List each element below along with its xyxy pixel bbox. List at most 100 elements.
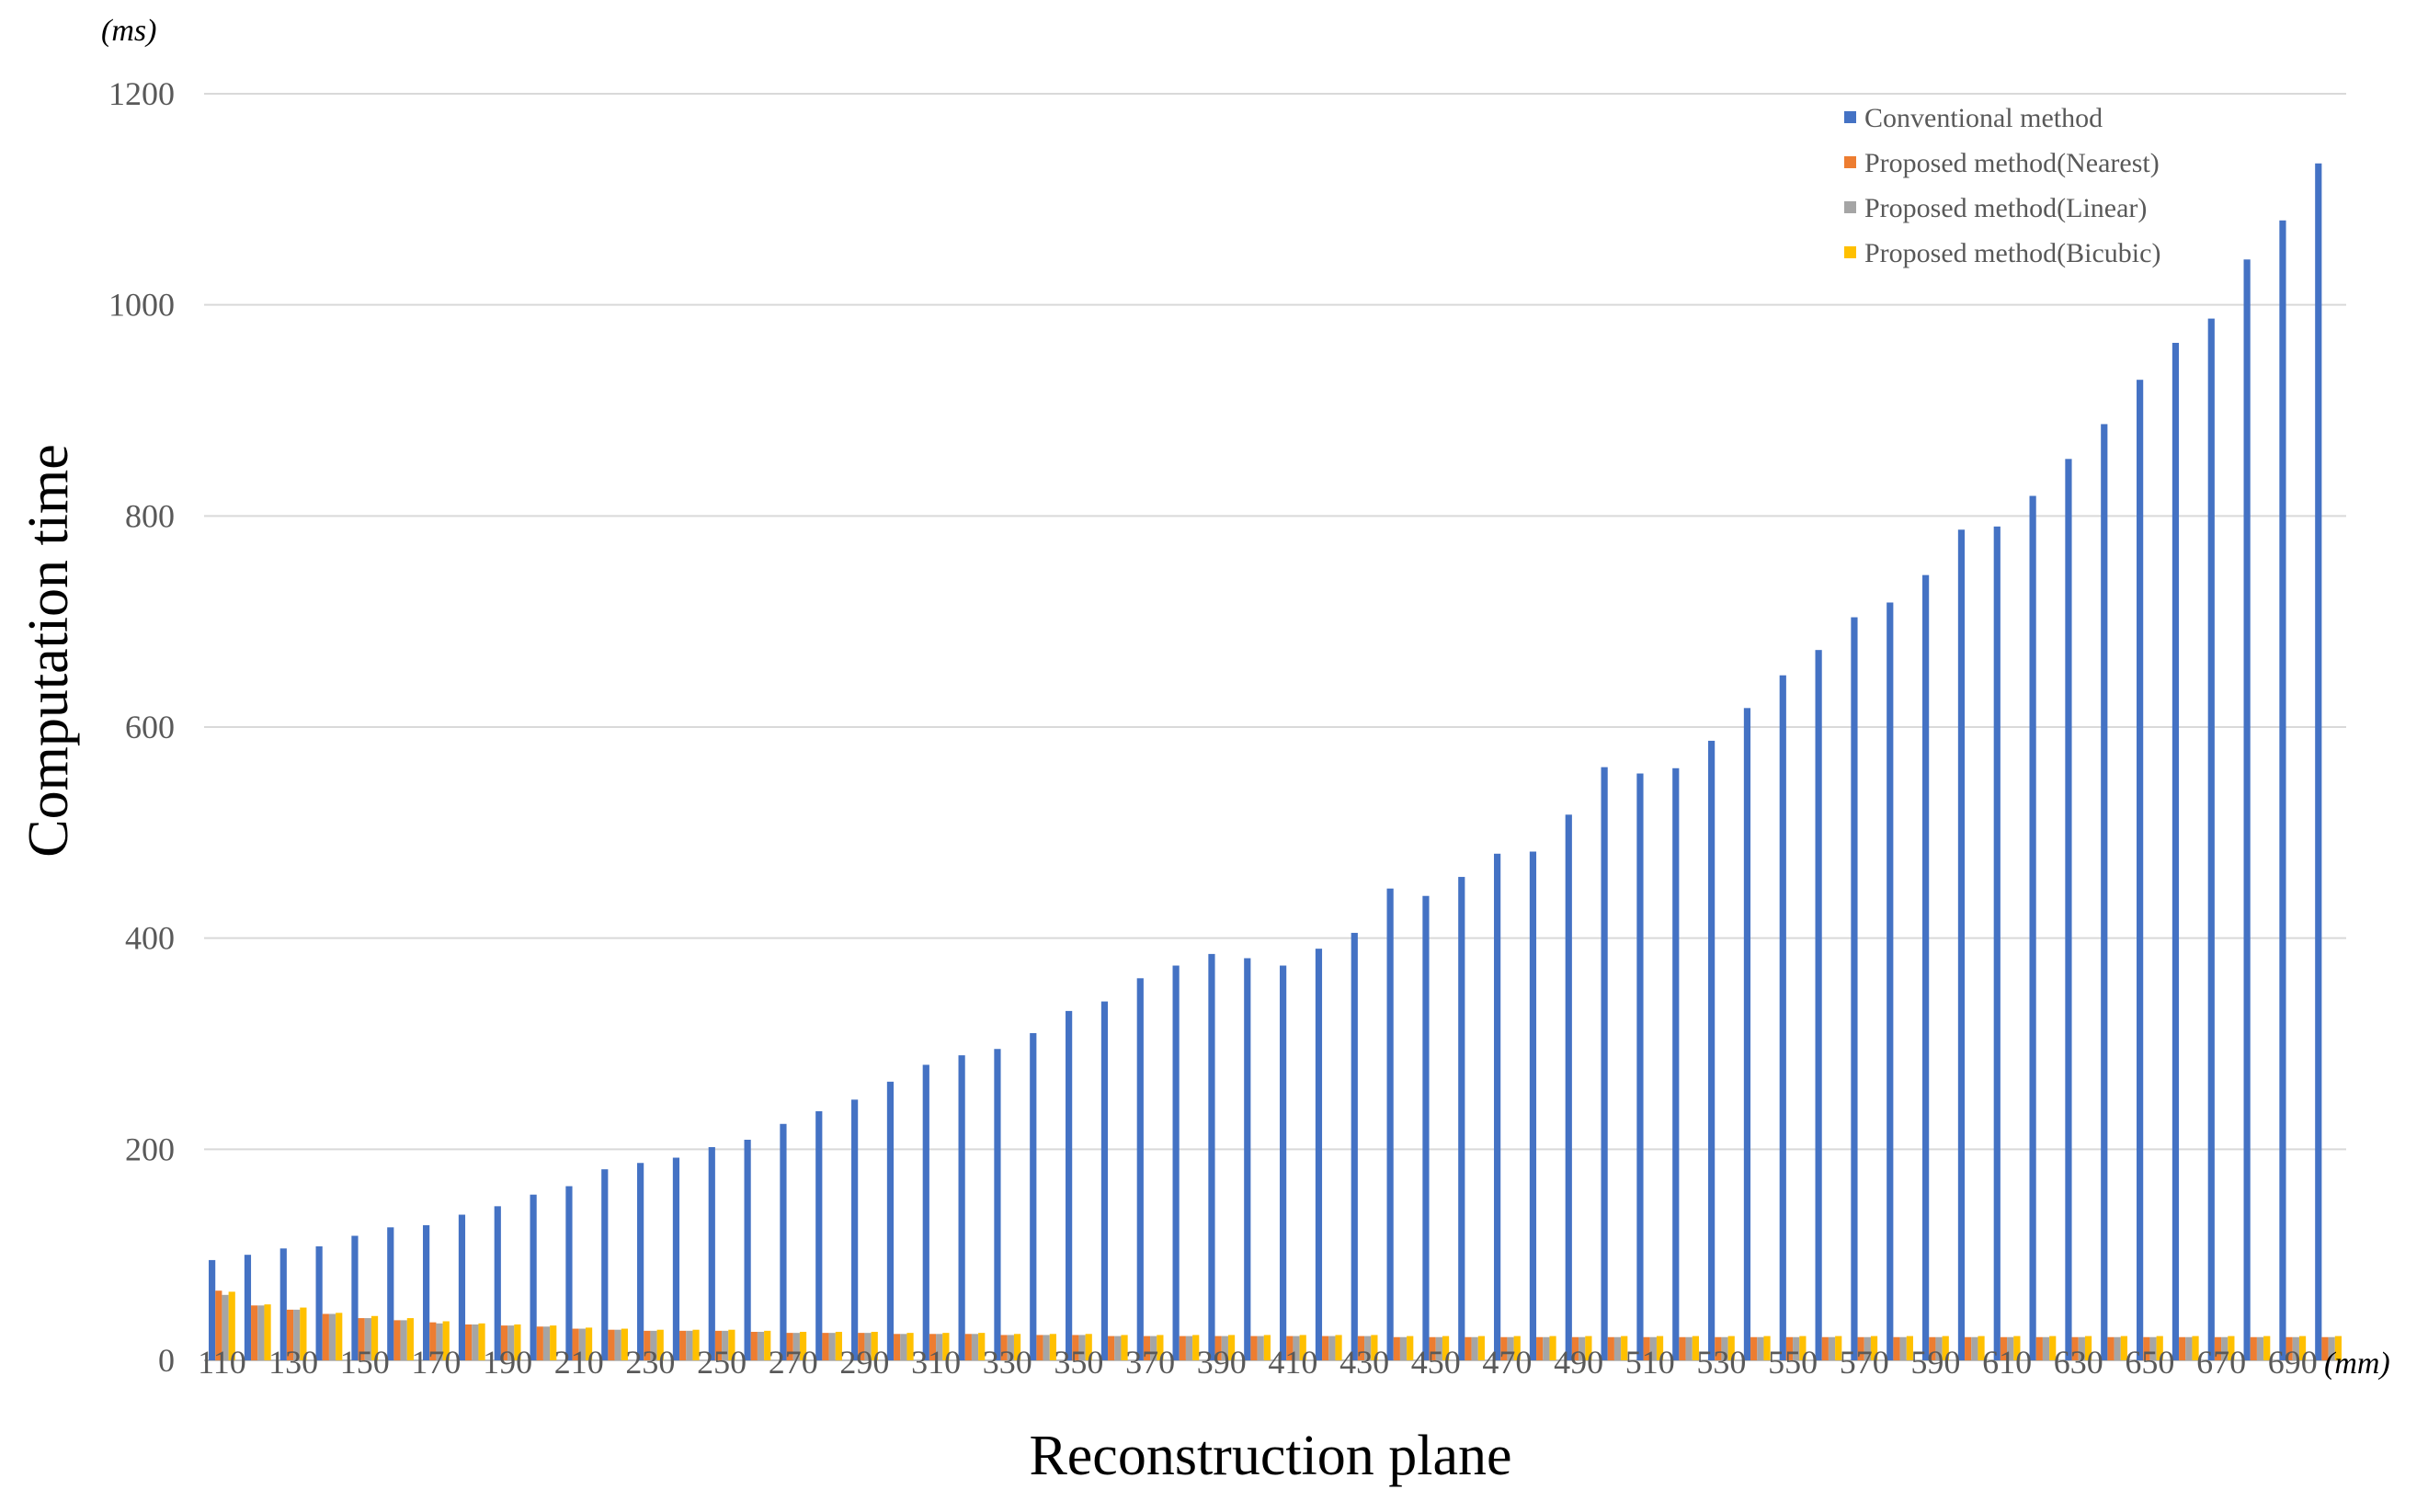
x-tick-label: 550	[1768, 1344, 1818, 1381]
bar-series-2-cat-220	[614, 1329, 621, 1360]
bar-series-3-cat-130	[300, 1307, 307, 1360]
bar-series-1-cat-280	[822, 1333, 829, 1360]
legend-swatch-bicubic	[1844, 246, 1856, 258]
bar-series-3-cat-650	[2156, 1336, 2163, 1360]
x-tick-label: 250	[697, 1344, 747, 1381]
bar-series-3-cat-150	[370, 1315, 379, 1360]
bar-series-0-cat-180	[458, 1214, 466, 1360]
bar-series-3-cat-280	[835, 1331, 842, 1360]
y-tick-label: 600	[125, 709, 175, 745]
bar-series-3-cat-470	[1513, 1336, 1521, 1360]
bar-series-2-cat-270	[792, 1333, 800, 1360]
bar-series-0-cat-420	[1315, 949, 1323, 1360]
x-tick-label: 290	[839, 1344, 889, 1381]
bar-series-2-cat-290	[864, 1333, 872, 1360]
bar-series-1-cat-340	[1036, 1335, 1043, 1360]
bar-series-3-cat-610	[2013, 1336, 2021, 1360]
bar-series-1-cat-670	[2214, 1336, 2222, 1360]
x-unit-label: (mm)	[2324, 1347, 2390, 1381]
bar-series-1-cat-630	[2071, 1336, 2079, 1360]
bar-series-1-cat-190	[500, 1325, 508, 1360]
x-tick-label: 570	[1840, 1344, 1889, 1381]
x-tick-label: 230	[625, 1344, 675, 1381]
bar-series-3-cat-690	[2298, 1336, 2307, 1360]
bar-series-2-cat-400	[1257, 1336, 1264, 1360]
bar-series-2-cat-630	[2078, 1336, 2085, 1360]
bar-series-2-cat-330	[1007, 1335, 1014, 1360]
bar-series-3-cat-430	[1371, 1335, 1378, 1360]
x-tick-label: 190	[483, 1344, 532, 1381]
bar-series-0-cat-360	[1100, 1001, 1109, 1360]
bar-series-1-cat-330	[1000, 1335, 1008, 1360]
bar-series-1-cat-620	[2035, 1336, 2043, 1360]
bar-series-0-cat-340	[1030, 1033, 1037, 1360]
bar-series-3-cat-230	[656, 1329, 664, 1360]
bar-series-1-cat-420	[1322, 1336, 1329, 1360]
y-unit-label: (ms)	[101, 14, 156, 48]
bar-series-1-cat-260	[750, 1331, 758, 1360]
y-tick-label: 400	[125, 920, 175, 957]
bar-series-1-cat-540	[1750, 1336, 1758, 1360]
bar-series-2-cat-390	[1221, 1336, 1228, 1360]
bar-series-2-cat-300	[900, 1334, 907, 1360]
bar-series-3-cat-500	[1621, 1336, 1628, 1360]
bar-series-0-cat-510	[1636, 773, 1644, 1360]
bar-series-2-cat-380	[1185, 1336, 1193, 1360]
x-tick-label: 690	[2268, 1344, 2318, 1381]
bar-series-0-cat-110	[209, 1259, 216, 1360]
bar-series-3-cat-410	[1299, 1335, 1306, 1360]
bar-series-0-cat-280	[815, 1110, 823, 1360]
bar-series-2-cat-620	[2042, 1336, 2050, 1360]
bar-series-2-cat-590	[1935, 1336, 1943, 1360]
bar-series-1-cat-400	[1250, 1336, 1258, 1360]
x-tick-labels: 110 130 150 170 190 210 230 250 270 290 310 330 350 3…	[198, 1344, 2318, 1381]
bar-series-1-cat-550	[1785, 1336, 1794, 1360]
bar-series-0-cat-490	[1565, 814, 1572, 1360]
bar-series-2-cat-540	[1757, 1336, 1764, 1360]
bar-series-2-cat-610	[2007, 1336, 2014, 1360]
bar-series-1-cat-650	[2143, 1336, 2150, 1360]
bar-series-3-cat-270	[799, 1331, 807, 1360]
bar-series-1-cat-590	[1929, 1336, 1936, 1360]
bar-series-1-cat-310	[929, 1334, 937, 1360]
bar-series-3-cat-340	[1049, 1334, 1056, 1360]
bar-series-0-cat-500	[1601, 767, 1608, 1360]
bar-series-3-cat-190	[514, 1324, 521, 1360]
bar-series-0-cat-690	[2279, 220, 2286, 1360]
bar-series-2-cat-190	[507, 1325, 515, 1360]
bar-series-3-cat-310	[942, 1333, 950, 1360]
bar-series-0-cat-210	[565, 1186, 573, 1360]
y-tick-label: 800	[125, 497, 175, 534]
bar-series-2-cat-420	[1328, 1336, 1336, 1360]
bar-series-2-cat-650	[2149, 1336, 2157, 1360]
bar-series-1-cat-130	[286, 1309, 294, 1360]
bar-series-2-cat-170	[436, 1323, 443, 1360]
bar-series-3-cat-240	[692, 1329, 700, 1360]
bar-series-0-cat-640	[2101, 424, 2108, 1360]
bar-series-1-cat-470	[1500, 1336, 1508, 1360]
legend-swatch-linear	[1844, 201, 1856, 213]
x-tick-label: 390	[1197, 1344, 1247, 1381]
bar-series-0-cat-300	[886, 1081, 895, 1360]
bar-series-1-cat-680	[2250, 1336, 2257, 1360]
bar-series-3-cat-490	[1585, 1336, 1592, 1360]
bar-series-0-cat-170	[423, 1225, 430, 1360]
bar-series-0-cat-240	[672, 1157, 680, 1360]
legend-swatch-nearest	[1844, 156, 1856, 168]
bar-series-0-cat-450	[1422, 895, 1430, 1360]
bar-series-2-cat-360	[1114, 1336, 1122, 1360]
x-tick-label: 130	[268, 1344, 318, 1381]
bar-series-1-cat-170	[429, 1322, 437, 1360]
bar-series-2-cat-430	[1364, 1336, 1372, 1360]
x-tick-label: 510	[1625, 1344, 1675, 1381]
bar-series-2-cat-160	[400, 1320, 407, 1360]
bar-series-2-cat-280	[828, 1333, 836, 1360]
bar-series-2-cat-560	[1828, 1336, 1836, 1360]
y-tick-label: 0	[158, 1342, 175, 1379]
bar-series-1-cat-110	[215, 1290, 222, 1360]
bar-series-0-cat-370	[1136, 978, 1144, 1360]
bar-series-2-cat-180	[472, 1324, 479, 1360]
bar-series-0-cat-380	[1172, 965, 1180, 1360]
bar-series-1-cat-690	[2286, 1336, 2293, 1360]
bar-series-2-cat-150	[364, 1318, 371, 1360]
